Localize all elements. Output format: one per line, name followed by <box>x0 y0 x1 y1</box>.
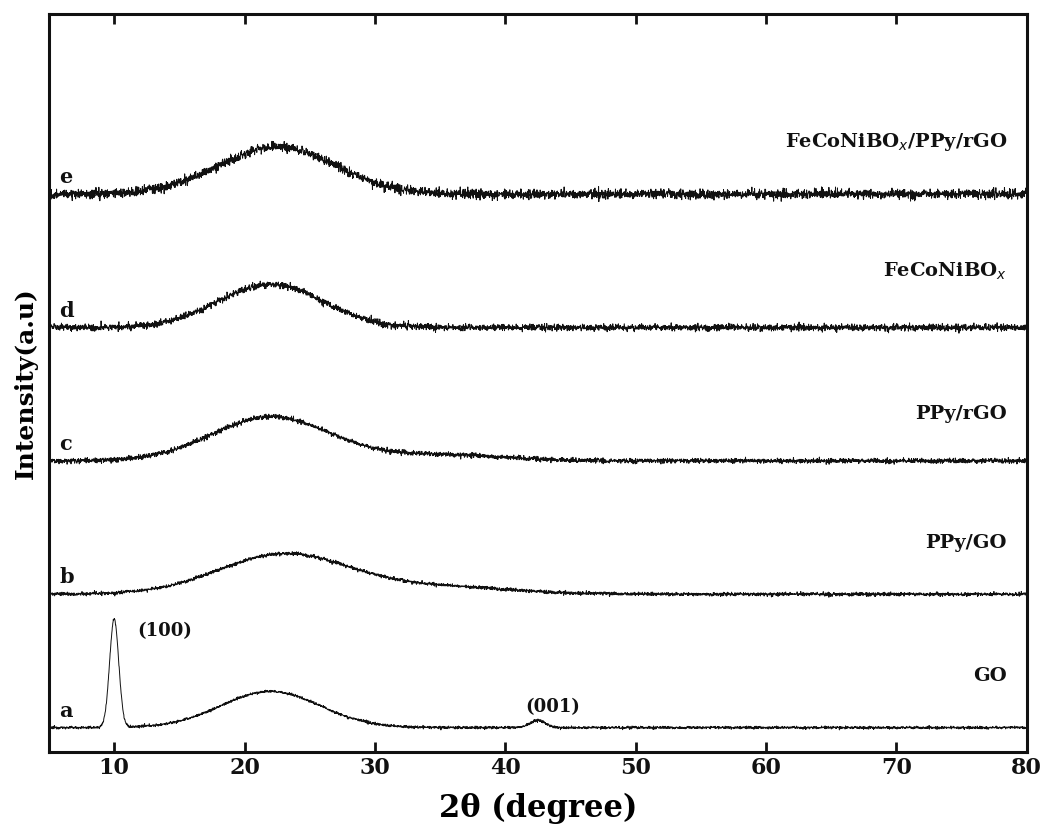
Text: GO: GO <box>974 667 1007 685</box>
Text: c: c <box>59 434 72 454</box>
Text: d: d <box>59 301 74 321</box>
Text: FeCoNiBO$_x$/PPy/rGO: FeCoNiBO$_x$/PPy/rGO <box>785 132 1007 153</box>
Text: a: a <box>59 701 73 721</box>
Text: FeCoNiBO$_x$: FeCoNiBO$_x$ <box>883 261 1007 282</box>
Y-axis label: Intensity(a.u): Intensity(a.u) <box>14 287 38 478</box>
Text: (100): (100) <box>137 622 192 639</box>
Text: PPy/rGO: PPy/rGO <box>916 405 1007 423</box>
Text: e: e <box>59 168 73 187</box>
Text: (001): (001) <box>525 698 580 716</box>
Text: PPy/GO: PPy/GO <box>926 534 1007 551</box>
X-axis label: 2θ (degree): 2θ (degree) <box>438 793 637 824</box>
Text: b: b <box>59 567 74 587</box>
